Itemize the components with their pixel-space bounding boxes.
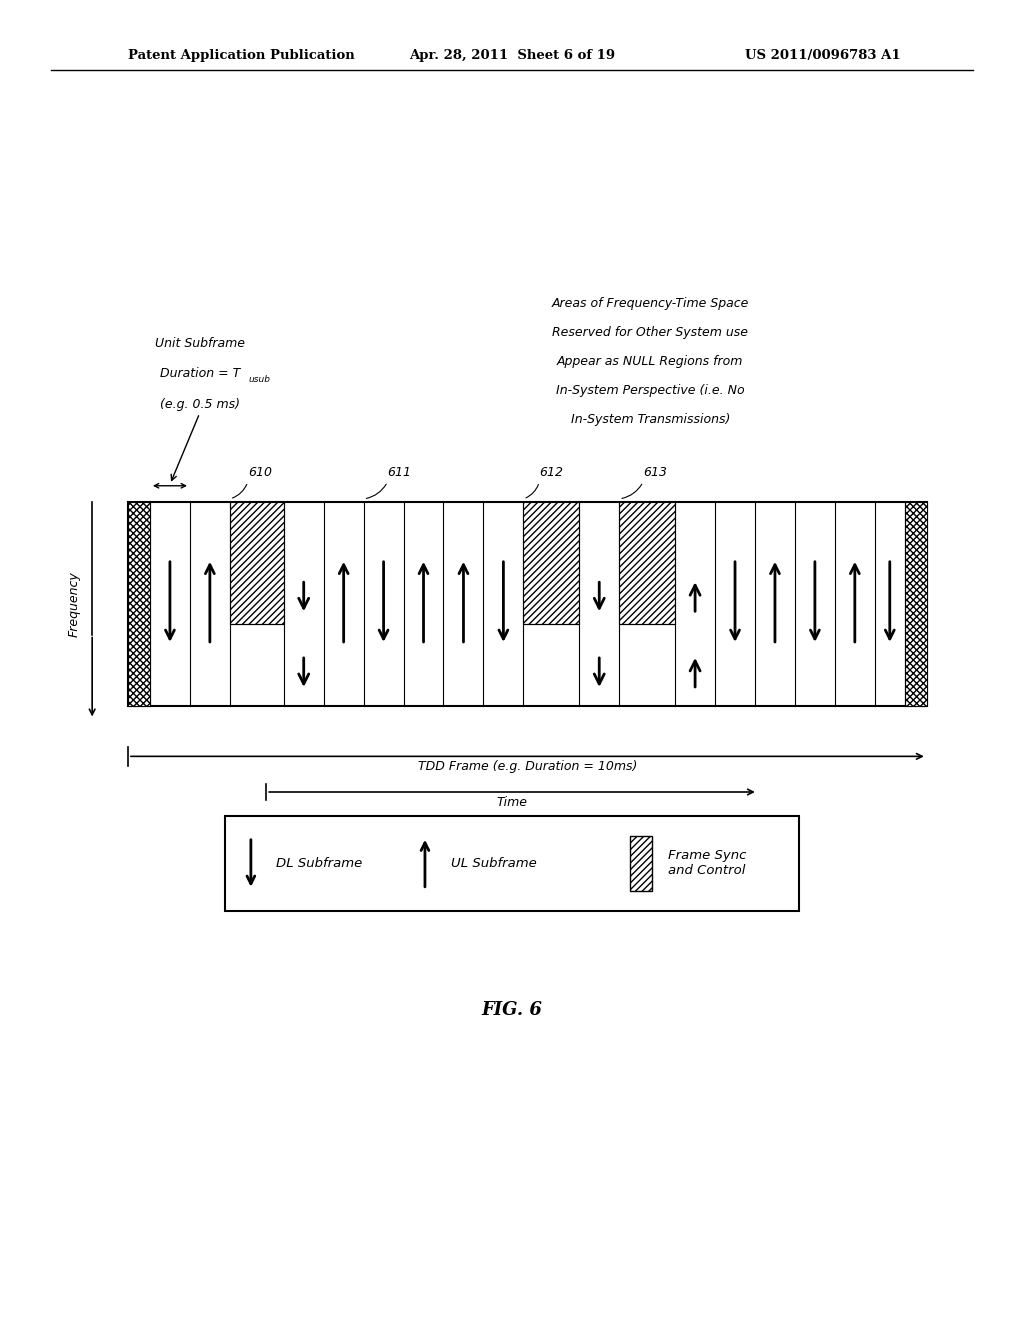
Text: US 2011/0096783 A1: US 2011/0096783 A1 [745,49,901,62]
Bar [523,502,580,624]
Text: Time: Time [497,796,527,809]
Text: (e.g. 0.5 ms): (e.g. 0.5 ms) [160,397,240,411]
Text: FIG. 6: FIG. 6 [481,1001,543,1019]
Text: Unit Subframe: Unit Subframe [155,337,245,350]
Text: Areas of Frequency-Time Space: Areas of Frequency-Time Space [552,297,749,310]
Bar [225,816,799,911]
Text: 613: 613 [643,466,668,479]
Bar [128,502,150,706]
Text: TDD Frame (e.g. Duration = 10ms): TDD Frame (e.g. Duration = 10ms) [418,760,637,774]
Bar [229,502,284,624]
Text: Duration = T: Duration = T [160,367,240,380]
Text: 611: 611 [387,466,412,479]
Text: Appear as NULL Regions from: Appear as NULL Regions from [557,355,743,368]
Text: In-System Transmissions): In-System Transmissions) [570,413,730,426]
Text: Patent Application Publication: Patent Application Publication [128,49,354,62]
Text: Frame Sync
and Control: Frame Sync and Control [668,849,746,878]
Text: usub: usub [249,375,270,384]
Text: Frequency: Frequency [68,572,80,636]
Bar [905,502,927,706]
Text: In-System Perspective (i.e. No: In-System Perspective (i.e. No [556,384,744,397]
Text: 610: 610 [248,466,271,479]
Text: UL Subframe: UL Subframe [451,857,537,870]
Bar [630,836,652,891]
Bar [620,502,675,624]
Text: Reserved for Other System use: Reserved for Other System use [552,326,749,339]
Bar [128,502,927,706]
Text: 612: 612 [540,466,563,479]
Text: DL Subframe: DL Subframe [276,857,362,870]
Text: Apr. 28, 2011  Sheet 6 of 19: Apr. 28, 2011 Sheet 6 of 19 [409,49,615,62]
